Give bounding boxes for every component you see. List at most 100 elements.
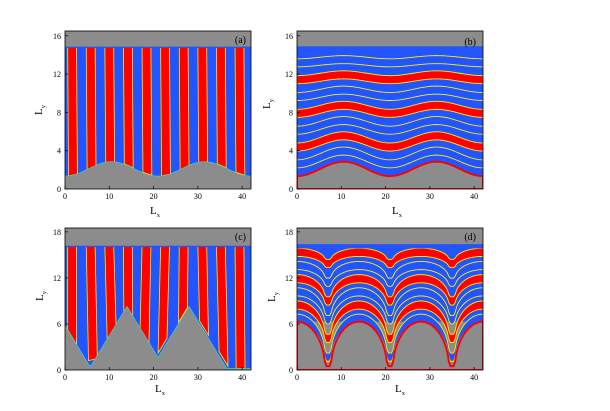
panel-c-frame — [64, 227, 252, 371]
panel-d: 0 10 20 30 40 0 6 12 18 (d) Lx Ly — [266, 227, 484, 397]
x-tick-label: 30 — [426, 192, 434, 201]
lamella-red — [123, 46, 134, 169]
lamella-layer — [297, 116, 483, 135]
lamella-red — [254, 47, 264, 176]
substrate — [297, 320, 483, 370]
film-top-edge — [297, 46, 483, 52]
y-tick-label: 12 — [285, 70, 293, 79]
lamella-red — [234, 46, 246, 176]
y-tick-label: 4 — [57, 147, 61, 156]
x-tick-label: 30 — [426, 373, 434, 382]
lamella-red — [178, 46, 190, 171]
panel-a-frame — [64, 30, 252, 190]
lamella-layer — [297, 100, 483, 118]
panel-b-label: (b) — [464, 37, 476, 48]
panel-a: 0 10 20 30 40 0 4 8 12 16 (a) Lx Ly — [33, 30, 264, 219]
lamella-red — [252, 246, 262, 368]
substrate — [65, 305, 251, 370]
x-tick-label: 30 — [194, 192, 202, 201]
x-tick-label: 40 — [238, 373, 246, 382]
y-tick-label: 6 — [57, 320, 61, 329]
lamella-layer — [297, 131, 483, 152]
panel-d-frame — [296, 227, 484, 371]
y-tick-label: 8 — [289, 108, 293, 117]
x-tick-label: 10 — [337, 192, 345, 201]
panel-b-xlabel: Lx — [392, 205, 403, 219]
panel-b-plot — [297, 31, 483, 189]
panel-b-ylabel: Ly — [261, 98, 275, 109]
x-tick-label: 40 — [238, 192, 246, 201]
panel-d-plot — [297, 228, 483, 370]
y-tick-label: 6 — [289, 320, 293, 329]
x-tick-label: 10 — [105, 373, 113, 382]
lamella-layer — [297, 146, 483, 169]
x-tick-label: 0 — [295, 373, 299, 382]
x-tick-label: 0 — [295, 192, 299, 201]
panel-c-plot — [65, 228, 262, 370]
y-tick-label: 0 — [57, 366, 61, 375]
lamella-red — [216, 46, 227, 169]
y-tick-label: 16 — [285, 32, 293, 41]
x-tick-label: 30 — [194, 373, 202, 382]
lamella-layer — [297, 300, 483, 343]
substrate — [297, 160, 483, 189]
y-tick-label: 18 — [285, 228, 293, 237]
x-tick-label: 0 — [63, 373, 67, 382]
lamella-layer — [297, 70, 483, 85]
lamella-red — [85, 246, 98, 361]
lamella-red — [67, 246, 77, 346]
x-tick-label: 10 — [105, 192, 113, 201]
x-tick-label: 0 — [63, 192, 67, 201]
x-tick-label: 20 — [150, 192, 158, 201]
x-tick-label: 40 — [470, 373, 478, 382]
substrate — [65, 161, 251, 189]
y-tick-label: 0 — [289, 185, 293, 194]
panel-b-ticks: 0 10 20 30 40 0 4 8 12 16 — [285, 32, 478, 201]
panel-a-ticks: 0 10 20 30 40 0 4 8 12 16 — [53, 32, 246, 201]
lamella-red — [234, 246, 246, 369]
y-tick-label: 12 — [53, 274, 61, 283]
lamella-layer — [297, 260, 483, 287]
x-tick-label: 20 — [150, 373, 158, 382]
film-top-edge — [297, 244, 483, 249]
x-tick-label: 40 — [470, 192, 478, 201]
panel-a-label: (a) — [235, 35, 246, 46]
lamella-red — [123, 246, 134, 316]
panel-c-ticks: 0 10 20 30 40 0 6 12 18 — [53, 228, 246, 382]
panel-d-ylabel: Ly — [266, 291, 280, 302]
panel-a-ylabel: Ly — [33, 104, 47, 115]
y-tick-label: 0 — [289, 366, 293, 375]
y-tick-label: 16 — [53, 32, 61, 41]
y-tick-label: 12 — [285, 274, 293, 283]
lamella-layer — [297, 287, 483, 325]
panel-d-ticks: 0 10 20 30 40 0 6 12 18 — [285, 228, 478, 382]
panel-c-xlabel: Lx — [155, 383, 166, 397]
y-tick-label: 4 — [289, 147, 293, 156]
panel-d-label: (d) — [464, 232, 476, 243]
panel-b-frame — [296, 30, 484, 190]
lamella-red — [85, 46, 97, 171]
x-tick-label: 20 — [382, 192, 390, 201]
panel-d-xlabel: Lx — [395, 383, 406, 397]
lamella-red — [104, 46, 116, 163]
x-tick-label: 20 — [382, 373, 390, 382]
x-tick-label: 10 — [337, 373, 345, 382]
lamella-red — [141, 46, 153, 176]
lamella-red — [67, 46, 78, 177]
lamella-layer — [297, 274, 483, 306]
lamella-red — [160, 46, 171, 177]
lamella-red — [197, 46, 209, 163]
y-tick-label: 12 — [53, 70, 61, 79]
panel-a-xlabel: Lx — [150, 205, 161, 219]
lamella-layer — [297, 55, 483, 68]
y-tick-label: 18 — [53, 228, 61, 237]
panel-c-ylabel: Ly — [34, 290, 48, 301]
panel-a-plot — [65, 31, 264, 189]
y-tick-label: 8 — [57, 108, 61, 117]
panel-b: 0 10 20 30 40 0 4 8 12 16 (b) Lx Ly — [261, 30, 484, 219]
panel-c-label: (c) — [235, 232, 246, 243]
lamella-layer — [297, 85, 483, 101]
panel-c: 0 10 20 30 40 0 6 12 18 (c) Lx Ly — [34, 227, 262, 397]
y-tick-label: 0 — [57, 185, 61, 194]
